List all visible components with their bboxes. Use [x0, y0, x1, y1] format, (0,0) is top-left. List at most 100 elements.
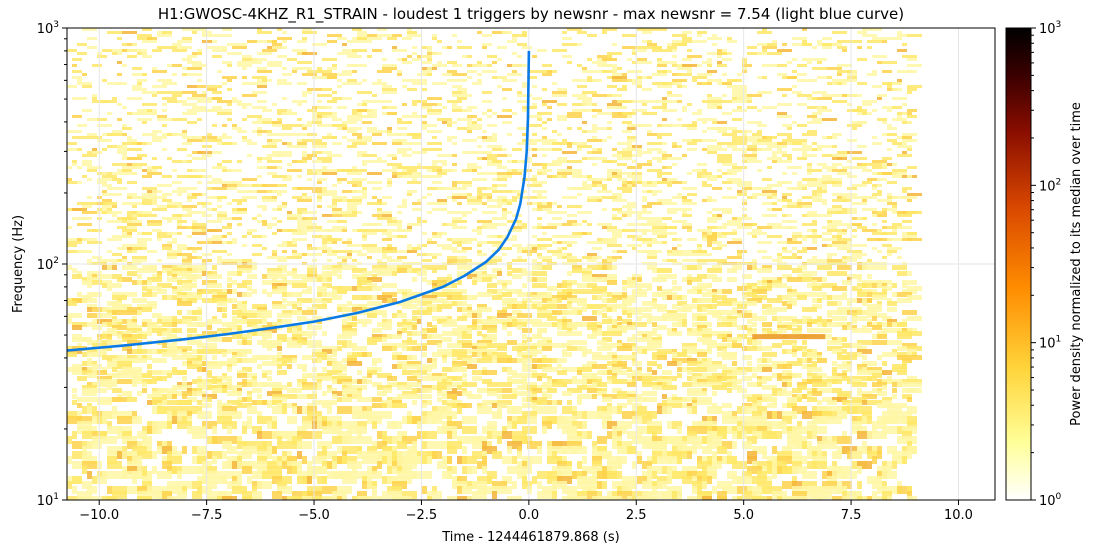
heat-cell — [512, 391, 517, 396]
heat-cell — [662, 142, 667, 145]
heat-cell — [207, 229, 222, 232]
heat-cell — [237, 325, 242, 330]
heat-cell — [247, 286, 252, 291]
heat-cell — [372, 82, 387, 85]
heat-cell — [372, 382, 382, 387]
heat-cell — [777, 319, 782, 324]
heat-cell — [447, 385, 452, 390]
heat-cell — [707, 349, 712, 354]
heat-cell — [157, 238, 162, 241]
heat-cell — [277, 193, 282, 196]
heat-cell — [382, 169, 387, 172]
heat-cell — [532, 283, 547, 288]
heat-cell — [162, 199, 172, 202]
heat-cell — [887, 379, 897, 384]
heat-cell — [337, 334, 342, 339]
heat-cell — [622, 307, 637, 312]
heat-cell — [857, 106, 862, 109]
heat-cell — [177, 202, 182, 205]
heat-cell — [342, 97, 352, 100]
heat-cell — [907, 238, 922, 241]
heat-cell — [797, 382, 807, 387]
heat-cell — [152, 328, 167, 333]
heat-cell — [317, 193, 332, 196]
heat-cell — [347, 205, 357, 208]
heat-cell — [612, 364, 627, 369]
heat-cell — [152, 166, 162, 169]
heat-cell — [202, 346, 217, 351]
heat-cell — [612, 388, 622, 393]
heat-cell — [682, 64, 697, 67]
heat-cell — [722, 319, 737, 324]
heat-cell — [102, 181, 107, 184]
heat-cell — [767, 184, 782, 187]
heat-cell — [827, 67, 842, 70]
heat-cell — [182, 136, 197, 139]
heat-cell — [737, 106, 742, 109]
heat-cell — [372, 268, 387, 273]
heat-cell — [812, 361, 817, 366]
heat-cell — [262, 49, 277, 52]
heat-cell — [442, 301, 457, 306]
heat-cell — [232, 259, 247, 262]
heat-cell — [857, 46, 862, 49]
heat-cell — [532, 271, 547, 276]
heat-cell — [577, 367, 587, 372]
heat-cell — [602, 313, 607, 318]
heat-cell — [512, 169, 517, 172]
heat-cell — [657, 199, 672, 202]
heat-cell — [447, 211, 457, 214]
heat-cell — [647, 181, 652, 184]
heat-cell — [237, 328, 242, 333]
heat-cell — [907, 271, 912, 276]
heat-cell — [537, 364, 542, 369]
heat-cell — [387, 268, 402, 273]
heat-cell — [612, 229, 627, 232]
heat-cell — [582, 232, 587, 235]
heat-cell — [877, 184, 882, 187]
heat-cell — [297, 364, 307, 369]
heat-cell — [287, 325, 302, 330]
heat-cell — [587, 253, 597, 256]
heat-cell — [752, 259, 757, 262]
heat-cell — [437, 391, 452, 396]
heat-cell — [672, 250, 677, 253]
heat-cell — [127, 193, 137, 196]
heat-cell — [612, 328, 617, 333]
heat-cell — [187, 256, 197, 259]
heat-cell — [702, 169, 707, 172]
heat-cell — [477, 331, 482, 336]
heat-cell — [262, 274, 267, 279]
heat-cell — [807, 172, 812, 175]
heat-cell — [792, 247, 797, 250]
heat-cell — [587, 364, 592, 369]
heat-cell — [722, 112, 732, 115]
heat-cell — [357, 139, 372, 142]
heat-cell — [802, 196, 812, 199]
heat-cell — [667, 361, 682, 366]
heat-cell — [397, 175, 402, 178]
heat-cell — [377, 157, 382, 160]
heat-cell — [432, 352, 447, 357]
heat-cell — [182, 205, 197, 208]
heat-cell — [427, 67, 432, 70]
heat-cell — [872, 142, 882, 145]
heat-cell — [532, 85, 537, 88]
heat-cell — [647, 241, 657, 244]
heat-cell — [402, 79, 412, 82]
heat-cell — [577, 283, 587, 288]
heat-cell — [797, 79, 807, 82]
heat-cell — [427, 109, 442, 112]
heat-cell — [492, 112, 497, 115]
heat-cell — [317, 373, 332, 378]
heat-cell — [807, 235, 822, 238]
heat-cell — [622, 214, 627, 217]
heat-cell — [732, 166, 747, 169]
heat-cell — [462, 328, 472, 333]
heat-cell — [727, 220, 742, 223]
heat-cell — [827, 376, 842, 381]
heat-cell — [652, 190, 662, 193]
heat-cell — [812, 277, 822, 282]
heat-cell — [432, 235, 442, 238]
heat-cell — [817, 61, 822, 64]
